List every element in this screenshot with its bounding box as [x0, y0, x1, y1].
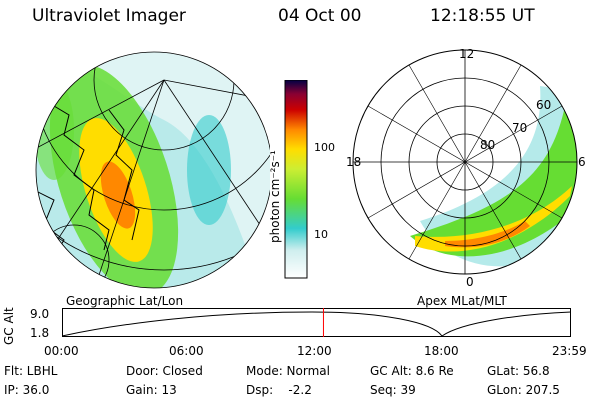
- gc-alt-axis-label: GC Alt: [2, 307, 16, 345]
- status-gain: Gain: 13: [126, 383, 177, 397]
- status-mode: Mode: Normal: [246, 364, 330, 378]
- colorbar-tick-10: 10: [314, 228, 328, 241]
- mlt-label-0: 0: [466, 275, 474, 289]
- status-door: Door: Closed: [126, 364, 203, 378]
- gc-alt-tick-9: 9.0: [30, 307, 50, 321]
- mlt-label-12: 12: [459, 47, 475, 61]
- mlat-label-60: 60: [536, 98, 552, 112]
- time-tick-1200: 12:00: [297, 344, 332, 358]
- status-ip: IP: 36.0: [4, 383, 50, 397]
- time-tick-0600: 06:00: [169, 344, 204, 358]
- time-label: 12:18:55 UT: [430, 6, 535, 26]
- time-tick-2359: 23:59: [552, 344, 587, 358]
- apex-caption: Apex MLat/MLT: [417, 294, 507, 308]
- mlt-label-6: 6: [578, 155, 586, 169]
- status-glat: GLat: 56.8: [487, 364, 550, 378]
- status-gc-alt: GC Alt: 8.6 Re: [370, 364, 454, 378]
- app-title: Ultraviolet Imager: [32, 6, 186, 26]
- gc-alt-tick-1-8: 1.8: [30, 326, 50, 340]
- status-filter: Flt: LBHL: [4, 364, 58, 378]
- status-dsp: Dsp: -2.2: [246, 383, 312, 397]
- polar-plot: [352, 49, 578, 275]
- gc-alt-plot: [62, 308, 572, 337]
- mlat-label-70: 70: [512, 121, 528, 135]
- mlat-label-80: 80: [480, 138, 496, 152]
- colorbar-tick-100: 100: [314, 141, 335, 154]
- mlt-label-18: 18: [346, 155, 362, 169]
- colorbar: [284, 80, 308, 279]
- time-tick-0000: 00:00: [44, 344, 79, 358]
- geographic-caption: Geographic Lat/Lon: [66, 294, 184, 308]
- status-seq: Seq: 39: [370, 383, 416, 397]
- status-glon: GLon: 207.5: [487, 383, 560, 397]
- colorbar-unit-label: photon cm⁻²s⁻¹: [268, 150, 282, 243]
- time-tick-1800: 18:00: [424, 344, 459, 358]
- geographic-image: [35, 51, 270, 289]
- date-label: 04 Oct 00: [278, 6, 362, 26]
